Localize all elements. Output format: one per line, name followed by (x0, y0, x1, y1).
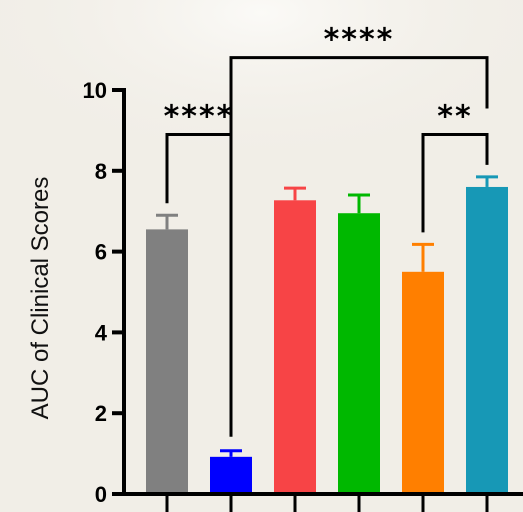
significance-layer: **** ****** (164, 23, 489, 437)
bar-4 (338, 213, 380, 494)
bar-2 (210, 456, 252, 494)
y-tick-label-2: 2 (95, 401, 107, 426)
significance-label-3: **** (324, 23, 395, 58)
y-tick-label-10: 10 (83, 78, 107, 103)
bars-layer (146, 186, 508, 495)
y-axis-label: AUC of Clinical Scores (27, 177, 54, 420)
significance-label-1: **** (164, 99, 235, 134)
bar-6 (466, 186, 508, 494)
y-tick-label-8: 8 (95, 159, 107, 184)
bar-3 (274, 200, 316, 495)
significance-label-2: ** (437, 99, 472, 134)
y-tick-label-6: 6 (95, 240, 107, 265)
error-bars-layer (156, 175, 498, 457)
significance-bracket-1 (165, 132, 233, 437)
bar-1 (146, 229, 188, 494)
axes-layer: 0 2 4 6 8 10 (83, 78, 523, 512)
y-tick-label-4: 4 (95, 320, 108, 345)
significance-bracket-2 (421, 132, 489, 233)
significance-bracket-3 (229, 56, 489, 135)
bar-5 (402, 271, 444, 494)
background-glow (0, 0, 523, 260)
y-tick-label-0: 0 (95, 482, 107, 507)
